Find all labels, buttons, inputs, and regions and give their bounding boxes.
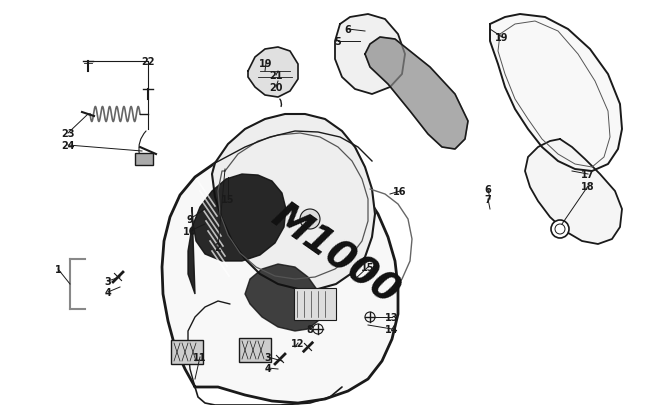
Text: 15: 15 bbox=[361, 262, 375, 272]
Polygon shape bbox=[245, 264, 322, 331]
Polygon shape bbox=[162, 149, 398, 403]
Text: 23: 23 bbox=[61, 129, 75, 139]
Text: 4: 4 bbox=[265, 363, 271, 373]
Text: 9: 9 bbox=[187, 215, 194, 224]
Text: 22: 22 bbox=[141, 57, 155, 67]
FancyBboxPatch shape bbox=[239, 338, 271, 362]
Text: 17: 17 bbox=[581, 170, 595, 179]
Text: 16: 16 bbox=[393, 187, 407, 196]
Text: 8: 8 bbox=[307, 324, 313, 334]
Text: 3: 3 bbox=[105, 276, 111, 286]
Polygon shape bbox=[525, 140, 622, 244]
Text: 19: 19 bbox=[495, 33, 509, 43]
Text: 11: 11 bbox=[193, 352, 207, 362]
Text: 18: 18 bbox=[581, 181, 595, 192]
Polygon shape bbox=[335, 15, 405, 95]
Circle shape bbox=[551, 220, 569, 239]
Text: 5: 5 bbox=[335, 37, 341, 47]
Text: 12: 12 bbox=[291, 338, 305, 348]
Circle shape bbox=[300, 209, 320, 230]
Circle shape bbox=[555, 224, 565, 234]
FancyBboxPatch shape bbox=[294, 288, 336, 320]
Text: 7: 7 bbox=[485, 194, 491, 205]
Polygon shape bbox=[365, 38, 468, 149]
Text: 2: 2 bbox=[214, 243, 222, 252]
Text: 14: 14 bbox=[385, 324, 398, 334]
Polygon shape bbox=[212, 115, 375, 289]
Text: 13: 13 bbox=[385, 312, 398, 322]
Text: 3: 3 bbox=[265, 352, 271, 362]
Text: 4: 4 bbox=[105, 287, 111, 297]
Text: 6: 6 bbox=[344, 25, 352, 35]
Text: 10: 10 bbox=[183, 226, 197, 237]
FancyBboxPatch shape bbox=[135, 153, 153, 166]
Text: 20: 20 bbox=[269, 83, 283, 93]
Polygon shape bbox=[248, 48, 298, 98]
Polygon shape bbox=[188, 175, 286, 294]
Text: 1: 1 bbox=[55, 264, 61, 274]
Text: 15: 15 bbox=[221, 194, 235, 205]
Text: 24: 24 bbox=[61, 141, 75, 151]
Text: 21: 21 bbox=[269, 71, 283, 81]
Text: 19: 19 bbox=[259, 59, 273, 69]
Polygon shape bbox=[490, 15, 622, 172]
FancyBboxPatch shape bbox=[171, 340, 203, 364]
Text: M1000: M1000 bbox=[264, 197, 406, 312]
Text: 6: 6 bbox=[485, 185, 491, 194]
